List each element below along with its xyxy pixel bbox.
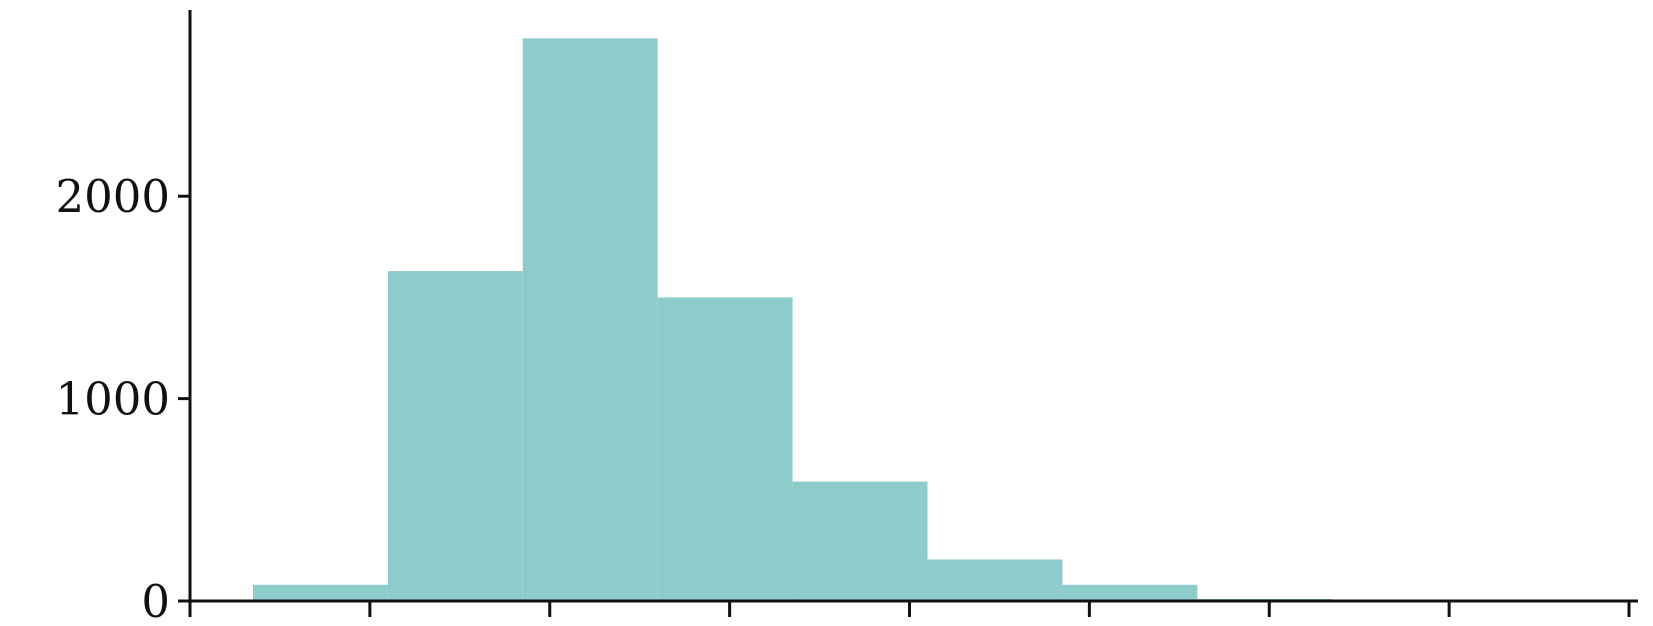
y-tick-label: 0 [141,575,170,626]
y-ticks-group: 0 1000 2000 [55,170,190,626]
bars-group [252,38,1333,601]
histogram-bar-4 [657,297,793,601]
histogram-bar-6 [927,559,1063,601]
histogram-bar-1 [252,584,388,601]
y-tick-label: 2000 [55,170,170,223]
y-tick-label: 1000 [55,373,170,426]
histogram-bar-5 [792,481,928,601]
histogram-bar-2 [387,271,523,601]
histogram-bar-7 [1062,584,1198,601]
x-ticks-group [188,601,1631,617]
histogram-bar-3 [522,38,658,601]
